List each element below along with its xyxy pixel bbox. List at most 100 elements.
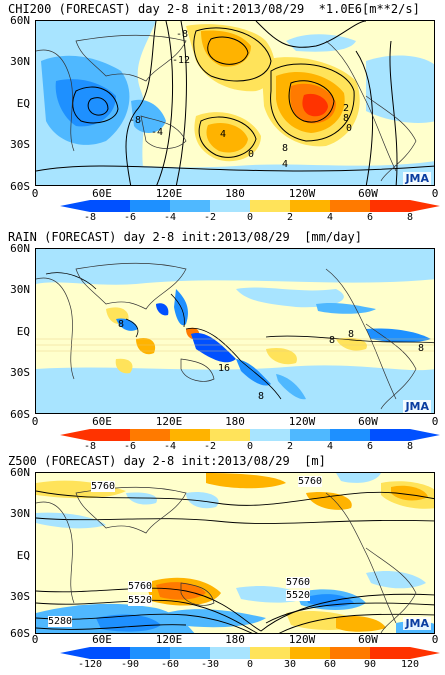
colorbar-tick: -4 [163, 441, 177, 452]
colorbar-bin [210, 647, 250, 659]
lat-label: EQ [16, 97, 30, 110]
contour-label: 5760 [91, 481, 116, 492]
colorbar-tick: 6 [366, 441, 374, 452]
lat-label: EQ [16, 549, 30, 562]
contour-label: 8 [329, 335, 336, 346]
colorbar-bin [250, 647, 290, 659]
lat-label: 60S [10, 408, 30, 421]
lon-label: 60E [92, 187, 112, 200]
lat-label: 30N [10, 507, 30, 520]
contour-label: 0 [346, 123, 353, 134]
colorbar-bin [210, 200, 250, 212]
lat-label: 60S [10, 627, 30, 640]
colorbar-bin [330, 200, 370, 212]
colorbar-tick: 0 [246, 659, 254, 670]
lon-label: 180 [225, 187, 245, 200]
lon-label: 60W [358, 415, 378, 428]
lat-label: EQ [16, 325, 30, 338]
lon-label: 120W [288, 187, 316, 200]
lon-label: 120E [155, 415, 183, 428]
colorbar-bin [130, 429, 170, 441]
colorbar-bin [90, 429, 130, 441]
contour-label: 0 [248, 149, 255, 160]
colorbar-tick: -8 [83, 441, 97, 452]
lat-label: 60N [10, 14, 30, 27]
colorbar-bin [330, 647, 370, 659]
colorbar-tick: 2 [286, 212, 294, 223]
colorbar-ticks: -8 -6 -4 -2 0 2 4 6 8 [50, 441, 413, 453]
contour-label: 5760 [128, 581, 153, 592]
colorbar-tick: 60 [323, 659, 337, 670]
rain-panel: RAIN (FORECAST) day 2-8 init:2013/08/29 … [0, 228, 445, 453]
lon-label: 0 [431, 415, 439, 428]
colorbar-max-arrow [410, 200, 440, 212]
lon-label: 180 [225, 415, 245, 428]
contour-label: 8 [282, 143, 289, 154]
colorbar-bin [250, 200, 290, 212]
colorbar-bin [250, 429, 290, 441]
colorbar-min-arrow [60, 429, 90, 441]
colorbar-bin [90, 200, 130, 212]
colorbar-bin [210, 429, 250, 441]
contour-label: 5760 [298, 476, 323, 487]
colorbar-tick: 2 [286, 441, 294, 452]
colorbar-tick: -30 [200, 659, 220, 670]
colorbar-tick: -8 [83, 212, 97, 223]
colorbar-ticks: -120 -90 -60 -30 0 30 60 90 120 [50, 659, 419, 671]
lat-label: 30S [10, 590, 30, 603]
contour-label: -8 [176, 29, 189, 40]
colorbar-bin [290, 200, 330, 212]
colorbar-bin [370, 647, 410, 659]
contour-label: 5760 [286, 577, 311, 588]
lon-label: 120W [288, 633, 316, 646]
contour-label: -12 [172, 55, 191, 66]
colorbar-tick: -90 [120, 659, 140, 670]
contour-label: 2 [343, 103, 350, 114]
colorbar-tick: 90 [363, 659, 377, 670]
colorbar-max-arrow [410, 429, 440, 441]
colorbar-tick: 4 [326, 212, 334, 223]
colorbar-tick: 120 [400, 659, 420, 670]
colorbar-bin [290, 647, 330, 659]
colorbar-tick: -6 [123, 441, 137, 452]
colorbar-tick: -2 [203, 441, 217, 452]
lon-label: 0 [431, 633, 439, 646]
colorbar-tick: -4 [163, 212, 177, 223]
colorbar-ticks: -8 -6 -4 -2 0 2 4 6 8 [50, 212, 413, 224]
colorbar-bin [130, 200, 170, 212]
lon-label: 60E [92, 415, 112, 428]
colorbar [50, 200, 440, 212]
colorbar-tick: 8 [406, 441, 414, 452]
colorbar-bin [370, 429, 410, 441]
colorbar-bin [90, 647, 130, 659]
colorbar-tick: 8 [406, 212, 414, 223]
lon-label: 60W [358, 633, 378, 646]
lat-label: 60N [10, 242, 30, 255]
lon-label: 0 [31, 633, 39, 646]
colorbar-bin [170, 647, 210, 659]
contour-label: -8 [129, 115, 142, 126]
colorbar-tick: -60 [160, 659, 180, 670]
contour-label: 8 [418, 343, 425, 354]
colorbar-tick: 0 [246, 212, 254, 223]
contour-label: 5520 [286, 590, 311, 601]
lat-label: 60S [10, 180, 30, 193]
jma-logo: JMA [403, 172, 431, 185]
colorbar-bin [370, 200, 410, 212]
colorbar-tick: 0 [246, 441, 254, 452]
panel-title: CHI200 (FORECAST) day 2-8 init:2013/08/2… [8, 2, 420, 16]
z500-field [36, 473, 434, 633]
colorbar-bin [330, 429, 370, 441]
lon-label: 180 [225, 633, 245, 646]
contour-label: 16 [218, 363, 231, 374]
colorbar-min-arrow [60, 647, 90, 659]
contour-label: 4 [282, 159, 289, 170]
colorbar-bin [130, 647, 170, 659]
lon-label: 0 [31, 415, 39, 428]
z500-map: 5760 5760 5760 5520 5760 5520 5280 [35, 472, 435, 634]
colorbar-tick: 4 [326, 441, 334, 452]
panel-title: RAIN (FORECAST) day 2-8 init:2013/08/29 … [8, 230, 363, 244]
rain-map: 8 8 16 8 8 8 [35, 248, 435, 414]
colorbar [50, 647, 440, 659]
lat-label: 30S [10, 138, 30, 151]
